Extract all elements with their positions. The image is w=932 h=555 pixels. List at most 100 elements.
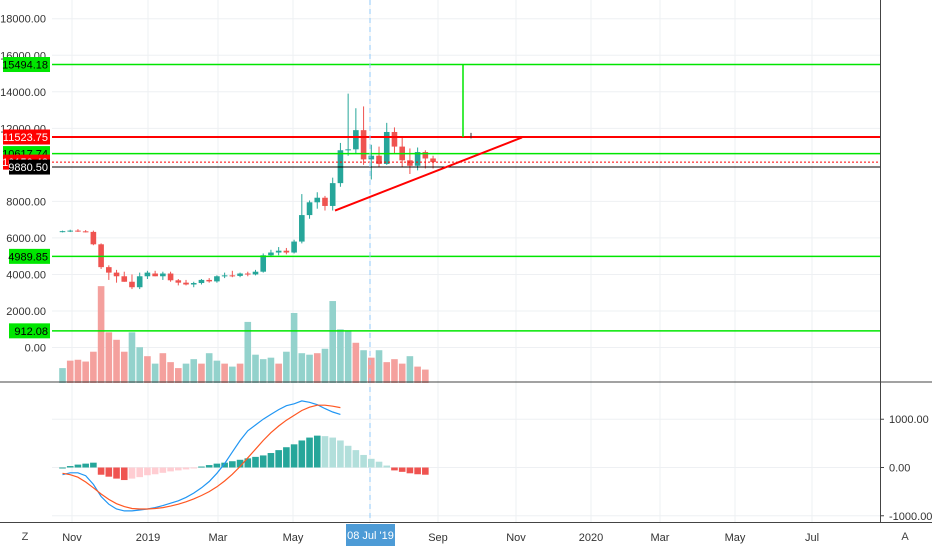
candle-body (214, 276, 220, 282)
volume-bar (175, 368, 182, 383)
volume-bar (120, 351, 128, 383)
volume-bar (275, 363, 282, 383)
price-tick-label: 18000.00 (0, 14, 46, 26)
macd-histogram-bar (136, 467, 143, 478)
price-badge (9, 248, 50, 264)
macd-histogram-bar (205, 465, 213, 468)
macd-histogram-bar (352, 450, 360, 468)
macd-histogram-bar (329, 437, 336, 468)
volume-bar (128, 332, 136, 383)
volume-bar (167, 362, 174, 383)
time-tick-label: 2020 (579, 532, 603, 544)
volume-bar (144, 356, 151, 383)
candlesticks (59, 93, 436, 290)
price-tick-label: 8000.00 (6, 196, 46, 208)
volume-bar (97, 286, 105, 383)
price-badge-label: 15494.18 (2, 60, 48, 72)
price-badge-label: 912.08 (14, 326, 48, 338)
candle-body (152, 273, 158, 277)
macd-histogram-bar (182, 467, 190, 470)
time-tick-label: Jul (805, 532, 819, 544)
macd-histogram-bar (105, 467, 113, 477)
macd-histogram-bar (259, 455, 267, 468)
macd-histogram-bar (283, 447, 290, 468)
candle-body (383, 131, 390, 164)
candle-body (167, 273, 174, 281)
macd-histogram-bar (414, 467, 421, 475)
macd-histogram-bar (59, 467, 66, 469)
volume-bar (244, 321, 252, 383)
candle-body (407, 160, 413, 166)
time-tick-label: Sep (428, 532, 448, 544)
candle-body (414, 152, 421, 166)
candle-body (283, 250, 290, 253)
candle-body (299, 215, 305, 242)
macd-line (62, 400, 341, 512)
auto-scale-button[interactable]: A (901, 531, 909, 543)
volume-bar (391, 359, 398, 383)
macd-histogram-bar (66, 466, 74, 468)
drawings[interactable] (334, 0, 523, 522)
volume-bar (267, 357, 275, 383)
price-badge-label: 4989.85 (8, 251, 48, 263)
macd-histogram-bar (82, 463, 89, 468)
macd-histogram-bar (221, 462, 228, 468)
volume-bar (66, 360, 74, 383)
candle-body (206, 279, 212, 282)
macd-pane (59, 400, 429, 512)
volume-bar (375, 350, 383, 383)
volume-bar (113, 339, 120, 383)
candle-body (190, 283, 197, 285)
candle-body (144, 272, 151, 277)
volume-bar (252, 354, 259, 383)
macd-histogram-bar (337, 440, 344, 468)
candle-body (291, 241, 297, 253)
macd-histogram-bar (151, 467, 159, 475)
candle-body (136, 276, 143, 288)
price-badge (3, 129, 50, 145)
volume-bar (182, 363, 190, 383)
volume-bar (159, 353, 167, 383)
candle-body (129, 281, 135, 288)
macd-histogram-bar (175, 467, 182, 471)
volume-bar (306, 354, 313, 383)
price-badge (9, 323, 50, 339)
volume-bar (59, 368, 66, 383)
volume-bar (236, 363, 244, 383)
macd-histogram-bar (275, 450, 282, 468)
price-badges: 15494.1811523.7510617.7410150.489880.504… (2, 57, 50, 339)
macd-histogram-bar (236, 459, 244, 468)
volume-bar (329, 301, 336, 383)
candle-body (59, 231, 66, 233)
candle-body (322, 197, 328, 206)
candle-body (345, 149, 351, 151)
volume-bar (82, 361, 89, 383)
macd-tick-label: -1000.00 (889, 511, 932, 523)
volume-bar (283, 351, 290, 383)
time-tick-label: Nov (506, 532, 526, 544)
candle-body (422, 152, 429, 159)
candle-body (244, 273, 251, 275)
volume-bar (352, 342, 360, 383)
zoom-button[interactable]: Z (21, 531, 29, 543)
volume-bar (337, 329, 344, 383)
macd-histogram-bar (360, 454, 367, 468)
candle-body (314, 197, 321, 203)
candle-body (183, 282, 189, 285)
macd-histogram-bar (159, 467, 167, 473)
macd-histogram-bar (97, 467, 105, 475)
volume-bar (259, 359, 267, 383)
candle-body (113, 272, 120, 277)
price-badge-label: 9880.50 (8, 162, 48, 174)
trendline[interactable] (334, 136, 523, 212)
candle-body (82, 231, 89, 233)
macd-histogram-bar (213, 463, 221, 468)
volume-bar (368, 357, 375, 383)
crosshair-time-label: 08 Jul '19 (347, 530, 394, 542)
time-tick-label: May (283, 532, 304, 544)
horizontal-levels[interactable] (52, 63, 880, 332)
candle-body (368, 155, 375, 160)
candle-body (430, 158, 436, 163)
